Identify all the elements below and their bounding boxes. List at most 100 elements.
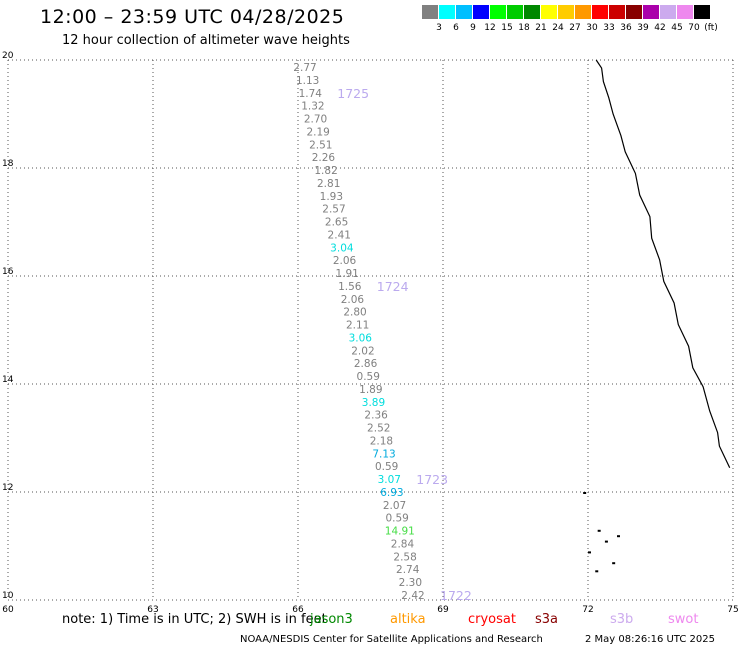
wave-height-value: 2.70 [304, 114, 327, 126]
scale-swatch [609, 5, 625, 19]
lat-lon-grid [7, 59, 734, 601]
wave-height-value: 2.51 [309, 139, 332, 151]
wave-height-value: 6.93 [380, 487, 403, 499]
wave-height-value: 3.04 [330, 242, 354, 254]
satellite-legend-item: s3a [535, 612, 559, 627]
wave-height-value: 2.41 [328, 229, 351, 241]
lat-tick-label: 18 [2, 159, 14, 169]
wave-height-value: 2.65 [325, 217, 348, 229]
pass-time-label: 1724 [377, 279, 409, 294]
scale-label: 27 [569, 23, 581, 33]
coastline [583, 59, 731, 573]
scale-label: 24 [552, 23, 564, 33]
lon-tick-label: 72 [582, 605, 593, 615]
wave-height-value: 2.06 [341, 294, 365, 306]
wave-height-value: 2.80 [343, 307, 366, 319]
scale-swatch [524, 5, 540, 19]
scale-swatch [592, 5, 608, 19]
island [597, 529, 601, 532]
satellite-legend-item: swot [668, 612, 699, 627]
lat-tick-label: 16 [2, 267, 14, 277]
wave-height-value: 1.13 [296, 75, 319, 87]
scale-swatch [422, 5, 438, 19]
scale-label: 6 [453, 23, 459, 33]
wave-height-value: 2.58 [393, 551, 416, 563]
wave-height-value: 14.91 [385, 526, 415, 538]
scale-label: 42 [654, 23, 666, 33]
wave-height-value: 2.86 [354, 358, 378, 370]
scale-label: 70 [688, 23, 700, 33]
island [604, 540, 608, 543]
scale-swatch [507, 5, 523, 19]
island [612, 562, 616, 565]
scale-swatch [626, 5, 642, 19]
footer-timestamp: 2 May 08:26:16 UTC 2025 [585, 634, 715, 645]
lat-tick-label: 20 [2, 51, 14, 61]
wave-height-value: 2.77 [293, 62, 316, 74]
island [617, 535, 620, 538]
wave-height-value: 2.19 [306, 126, 329, 138]
map-frame [8, 60, 733, 600]
lon-tick-label: 75 [727, 605, 738, 615]
wave-height-value: 2.11 [346, 320, 369, 332]
scale-swatch [558, 5, 574, 19]
lat-tick-label: 10 [2, 591, 14, 601]
wave-height-value: 2.18 [370, 435, 393, 447]
wave-height-value: 2.42 [401, 590, 424, 602]
scale-swatch [660, 5, 676, 19]
wave-height-value: 7.13 [372, 448, 395, 460]
island [588, 551, 591, 554]
lon-tick-label: 60 [2, 605, 14, 615]
wave-height-value: 1.56 [338, 281, 362, 293]
coastline-path [595, 59, 731, 468]
lat-tick-label: 12 [2, 483, 13, 493]
island [595, 570, 599, 573]
wave-height-value: 0.59 [385, 513, 408, 525]
wave-height-value: 2.52 [367, 423, 390, 435]
island [583, 492, 587, 494]
wave-height-value: 2.81 [317, 178, 340, 190]
altimeter-track: 2.771.131.741.322.702.192.512.261.822.81… [293, 62, 472, 603]
scale-swatch [456, 5, 472, 19]
wave-height-value: 2.36 [364, 410, 388, 422]
wave-height-value: 2.06 [333, 255, 357, 267]
pass-time-label: 1725 [337, 86, 369, 101]
page-subtitle: 12 hour collection of altimeter wave hei… [62, 33, 350, 48]
map-axes: 60 63 66 69 72 75 10 12 14 16 18 20 [2, 51, 739, 615]
satellite-legend-item: cryosat [468, 612, 516, 627]
satellite-legend-item: altika [390, 612, 426, 627]
wave-height-value: 0.59 [375, 461, 398, 473]
wave-height-value: 3.07 [378, 474, 401, 486]
wave-height-value: 3.06 [349, 332, 373, 344]
scale-label: 18 [518, 23, 530, 33]
wave-height-value: 2.84 [391, 538, 415, 550]
scale-label: 15 [501, 23, 513, 33]
scale-label: 12 [484, 23, 496, 33]
page-title: 12:00 – 23:59 UTC 04/28/2025 [40, 6, 345, 28]
lon-tick-label: 66 [292, 605, 304, 615]
lat-tick-label: 14 [2, 375, 14, 385]
wave-height-value: 2.07 [383, 500, 406, 512]
scale-label: 21 [535, 23, 547, 33]
pass-time-label: 1722 [440, 588, 472, 603]
scale-label: 30 [586, 23, 598, 33]
scale-swatch [643, 5, 659, 19]
wave-height-value: 1.91 [335, 268, 358, 280]
scale-swatch [575, 5, 591, 19]
scale-swatch [490, 5, 506, 19]
lon-tick-label: 63 [147, 605, 158, 615]
scale-swatch [439, 5, 455, 19]
scale-swatch [677, 5, 693, 19]
wave-height-value: 2.74 [396, 564, 420, 576]
wave-height-value: 2.57 [322, 204, 345, 216]
lon-tick-label: 69 [437, 605, 449, 615]
wave-height-value: 3.89 [362, 397, 385, 409]
note-text: note: 1) Time is in UTC; 2) SWH is in fe… [62, 612, 327, 627]
satellite-legend-item: s3b [610, 612, 634, 627]
wave-height-value: 1.32 [301, 101, 324, 113]
scale-label: 45 [671, 23, 683, 33]
wave-height-value: 1.74 [299, 88, 323, 100]
scale-label: 36 [620, 23, 632, 33]
wave-height-value: 2.26 [312, 152, 336, 164]
